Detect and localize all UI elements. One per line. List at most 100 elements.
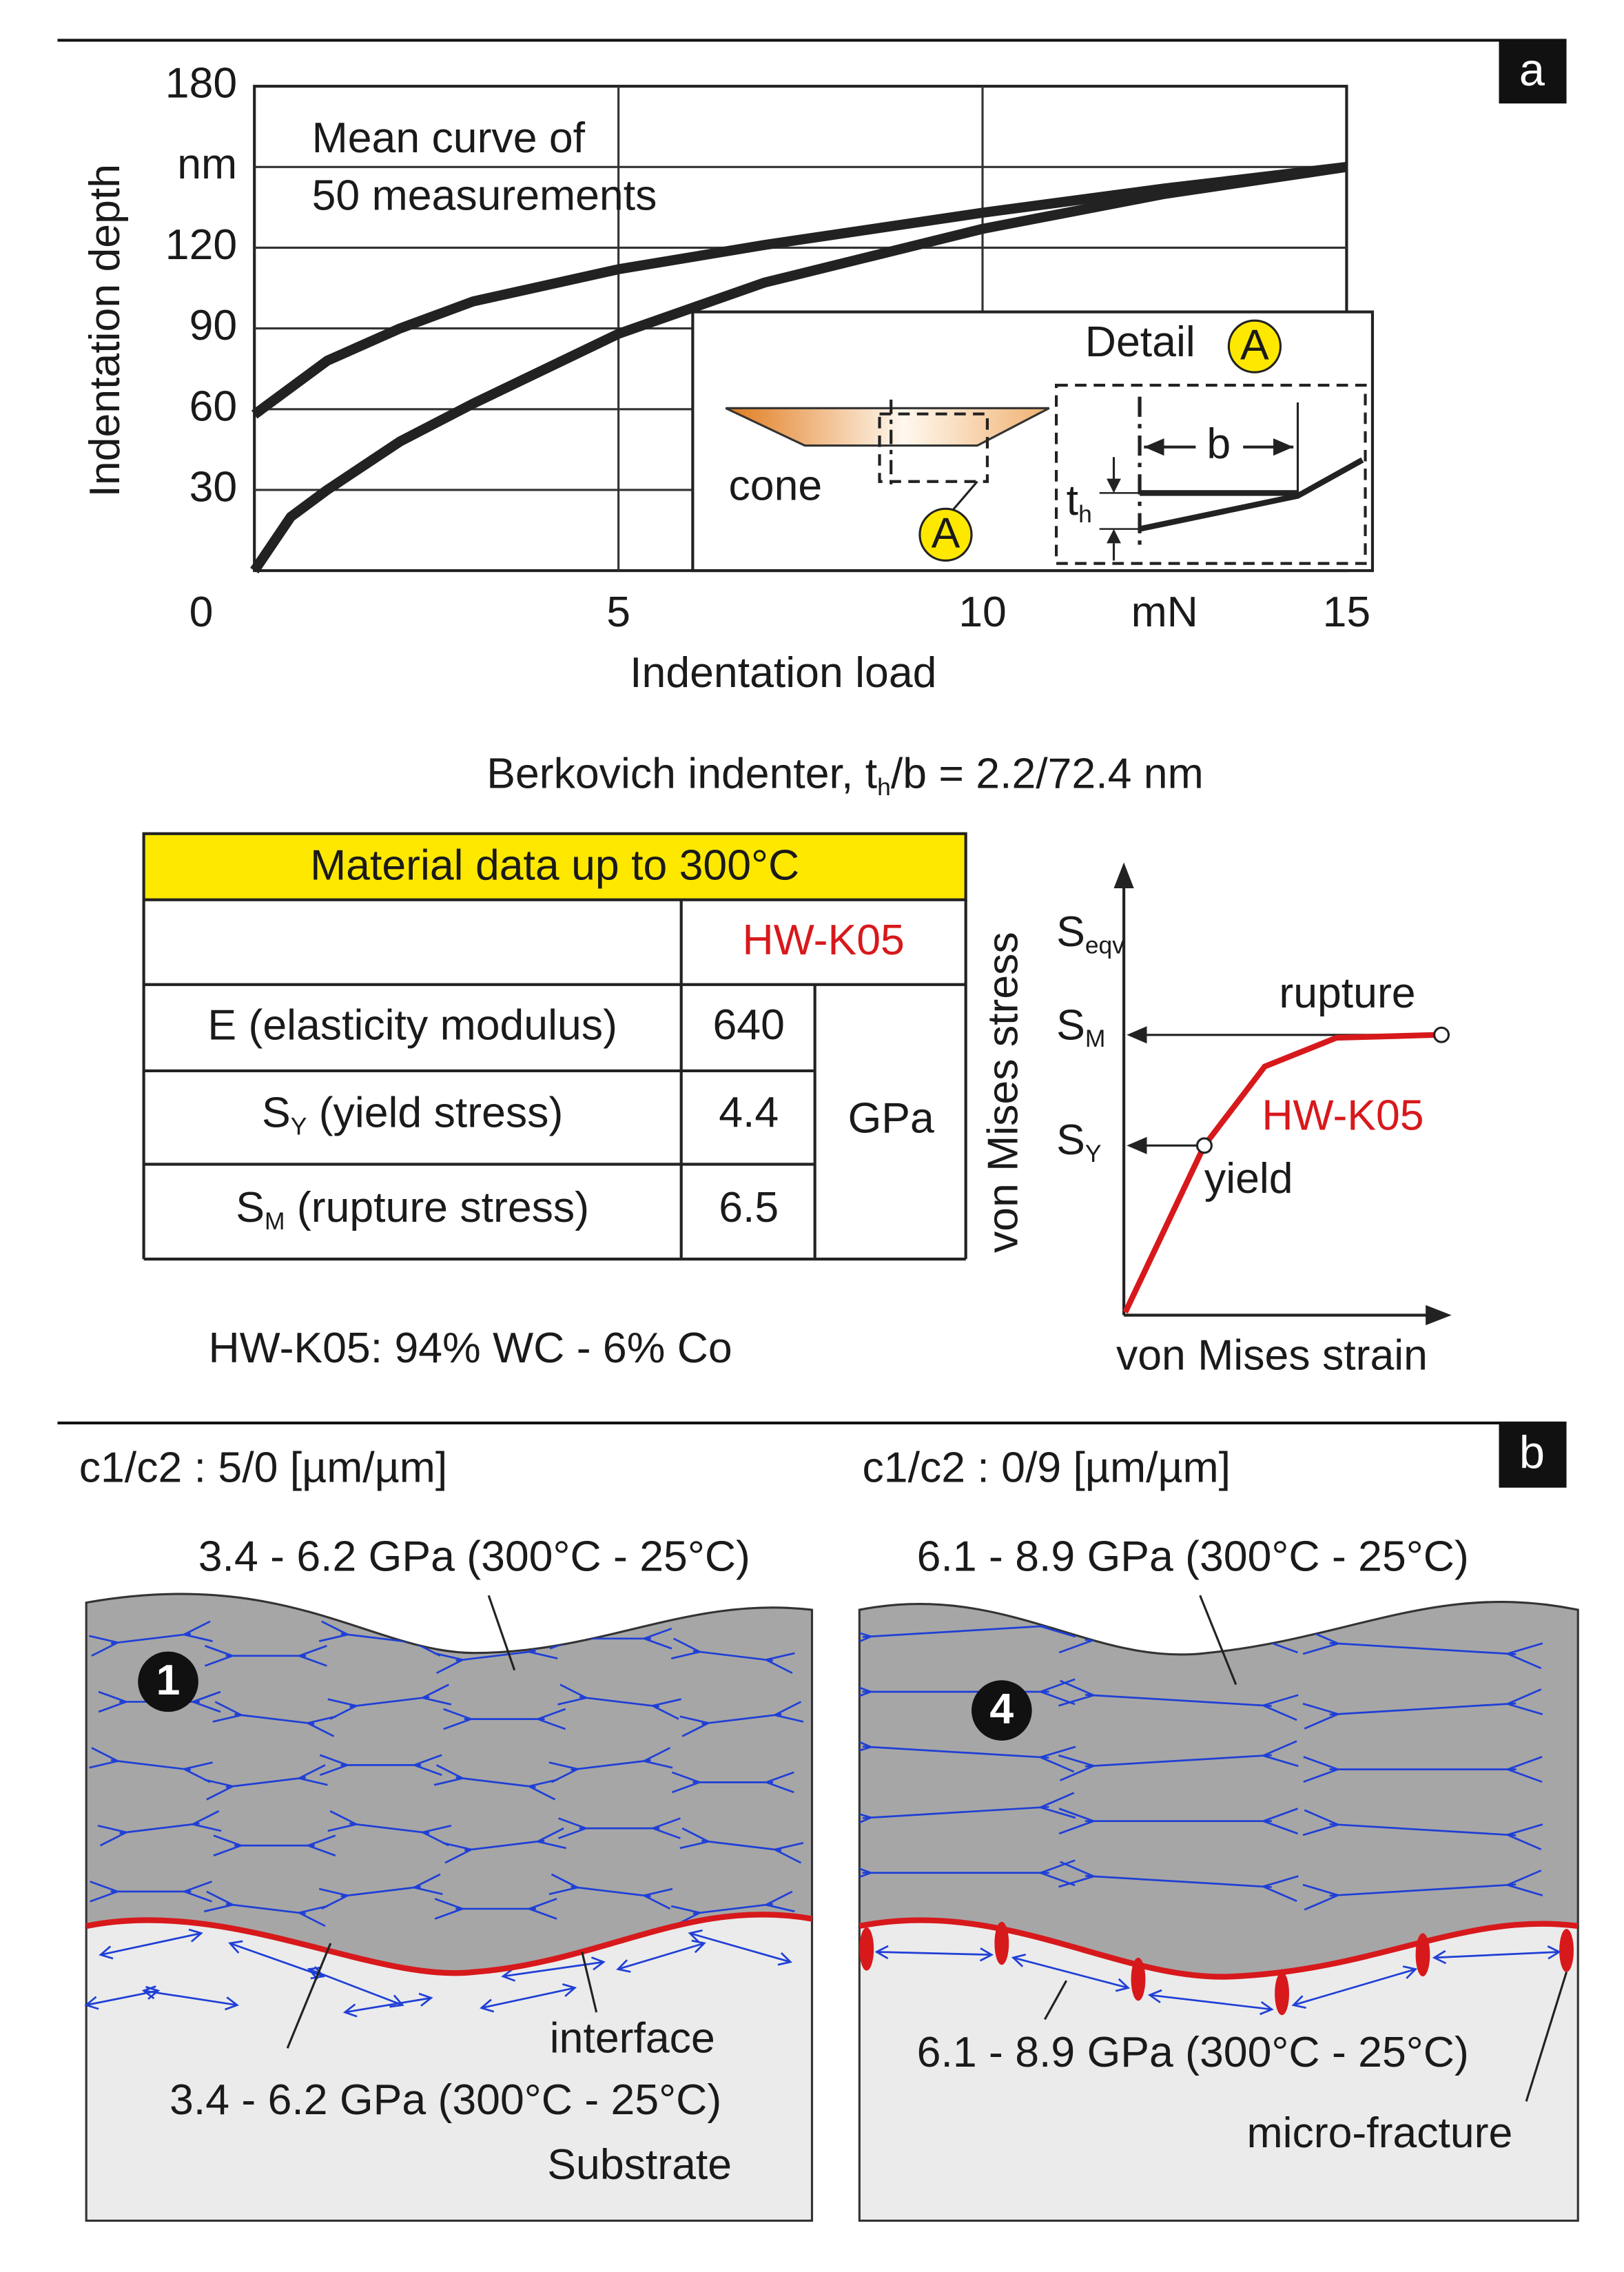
s: S: [1056, 907, 1085, 955]
stress-arrow: [501, 1956, 606, 1982]
crack: [204, 1645, 327, 1667]
sub: M: [1085, 1025, 1106, 1052]
fracture-label: micro-fracture: [1246, 2109, 1512, 2157]
cone: [725, 407, 1050, 447]
detail-inset: Detail A cone A b th: [691, 310, 1375, 573]
detail-box: [1054, 383, 1367, 565]
material-header: HW-K05: [743, 916, 905, 964]
marker-circle: [138, 1651, 198, 1712]
stress-arrow: [480, 1983, 577, 2013]
leader: [950, 480, 978, 513]
y-tick-label: nm: [177, 140, 237, 188]
yield-point: [1195, 1137, 1213, 1154]
stress-arrow: [84, 1985, 161, 2010]
stress-arrow: [874, 1945, 994, 1962]
sub: Y: [1085, 1140, 1102, 1167]
label-part: (yield stress): [307, 1088, 563, 1136]
marker-label: 1: [156, 1656, 181, 1704]
crack: [1302, 1870, 1543, 1911]
crack: [327, 1810, 452, 1847]
crack: [434, 1898, 557, 1920]
crack: [557, 1683, 681, 1720]
leader: [487, 1595, 516, 1671]
th-sub: h: [1078, 500, 1092, 528]
label-part: S: [262, 1088, 291, 1136]
crack: [859, 1859, 1076, 1887]
label-part: (rupture stress): [285, 1183, 590, 1231]
crack: [212, 1701, 337, 1737]
crack: [1303, 1756, 1543, 1783]
y-tick-label: 120: [165, 221, 237, 269]
row-label: SY (yield stress): [262, 1088, 563, 1140]
crack: [1058, 1679, 1299, 1721]
x-tick-label: mN: [1131, 588, 1198, 636]
leader: [1199, 1595, 1237, 1686]
detail-box: [878, 412, 989, 483]
stress-strain: von Mises stress von Mises strain Seqv S…: [979, 862, 1452, 1380]
crack: [671, 1771, 794, 1794]
crack: [89, 1747, 213, 1783]
crack: [859, 1731, 1076, 1773]
y-axis-title: von Mises stress: [979, 932, 1027, 1253]
cone-label: cone: [729, 462, 823, 510]
crack: [433, 1637, 558, 1675]
marker-label: 4: [989, 1685, 1014, 1733]
b-label: b: [1206, 420, 1231, 468]
crack: [670, 1637, 795, 1675]
annotation: 50 measurements: [312, 171, 657, 219]
crack: [1302, 1688, 1543, 1730]
profile: [1139, 457, 1364, 532]
case-title: c1/c2 : 5/0 [µm/µm]: [79, 1443, 448, 1491]
material-label: HW-K05: [1262, 1091, 1423, 1139]
crack: [443, 1708, 566, 1730]
crack: [679, 1701, 804, 1737]
panel-label: b: [1519, 1428, 1545, 1479]
crack: [1058, 1861, 1299, 1903]
crack: [558, 1817, 681, 1839]
coating: [85, 1593, 814, 1974]
crack: [859, 1792, 1076, 1833]
marker-circle: [972, 1680, 1032, 1741]
stress-arrow: [307, 1966, 404, 2008]
crack: [859, 1610, 1076, 1652]
crack: [204, 1890, 328, 1927]
panel-label: a: [1519, 45, 1545, 96]
crack: [859, 1678, 1076, 1706]
annotation: Mean curve of: [312, 114, 586, 162]
arrowhead: [1127, 1136, 1147, 1154]
yield-label: yield: [1204, 1154, 1293, 1202]
leader: [1044, 1980, 1068, 2020]
arrowhead: [1144, 438, 1164, 456]
panel-badge: [1499, 1422, 1567, 1488]
stress-arrow: [1147, 1989, 1274, 2016]
y-axis-title: Indentation depth: [81, 164, 129, 498]
s: S: [1056, 1001, 1085, 1049]
unit: GPa: [848, 1094, 934, 1142]
crack: [1058, 1740, 1299, 1781]
crack: [318, 1620, 443, 1657]
caption-sub: h: [877, 773, 891, 801]
x-axis-title: von Mises strain: [1116, 1331, 1428, 1380]
crack: [1302, 1628, 1543, 1670]
crack: [548, 1747, 673, 1783]
stress-arrow: [228, 1940, 326, 1980]
x-axis-title: Indentation load: [630, 648, 936, 697]
stress-arrow: [342, 1992, 433, 2018]
crack: [319, 1754, 442, 1777]
substrate-label: Substrate: [547, 2140, 732, 2189]
leader: [286, 1943, 332, 2049]
y-tick-label: 90: [189, 301, 238, 349]
marker-label: A: [1240, 320, 1269, 369]
table-note: HW-K05: 94% WC - 6% Co: [208, 1324, 732, 1372]
crack-pattern: [859, 1610, 1543, 1911]
arrowhead: [1426, 1304, 1452, 1326]
crack: [548, 1873, 673, 1910]
table-header: [142, 832, 967, 901]
th-main: t: [1067, 476, 1078, 524]
interface-line: [859, 1917, 1579, 1980]
crack: [442, 1827, 567, 1864]
y-tick-label: 180: [165, 59, 237, 108]
bottom-label: 6.1 - 8.9 GPa (300°C - 25°C): [917, 2028, 1469, 2076]
row-value: 6.5: [719, 1183, 779, 1231]
